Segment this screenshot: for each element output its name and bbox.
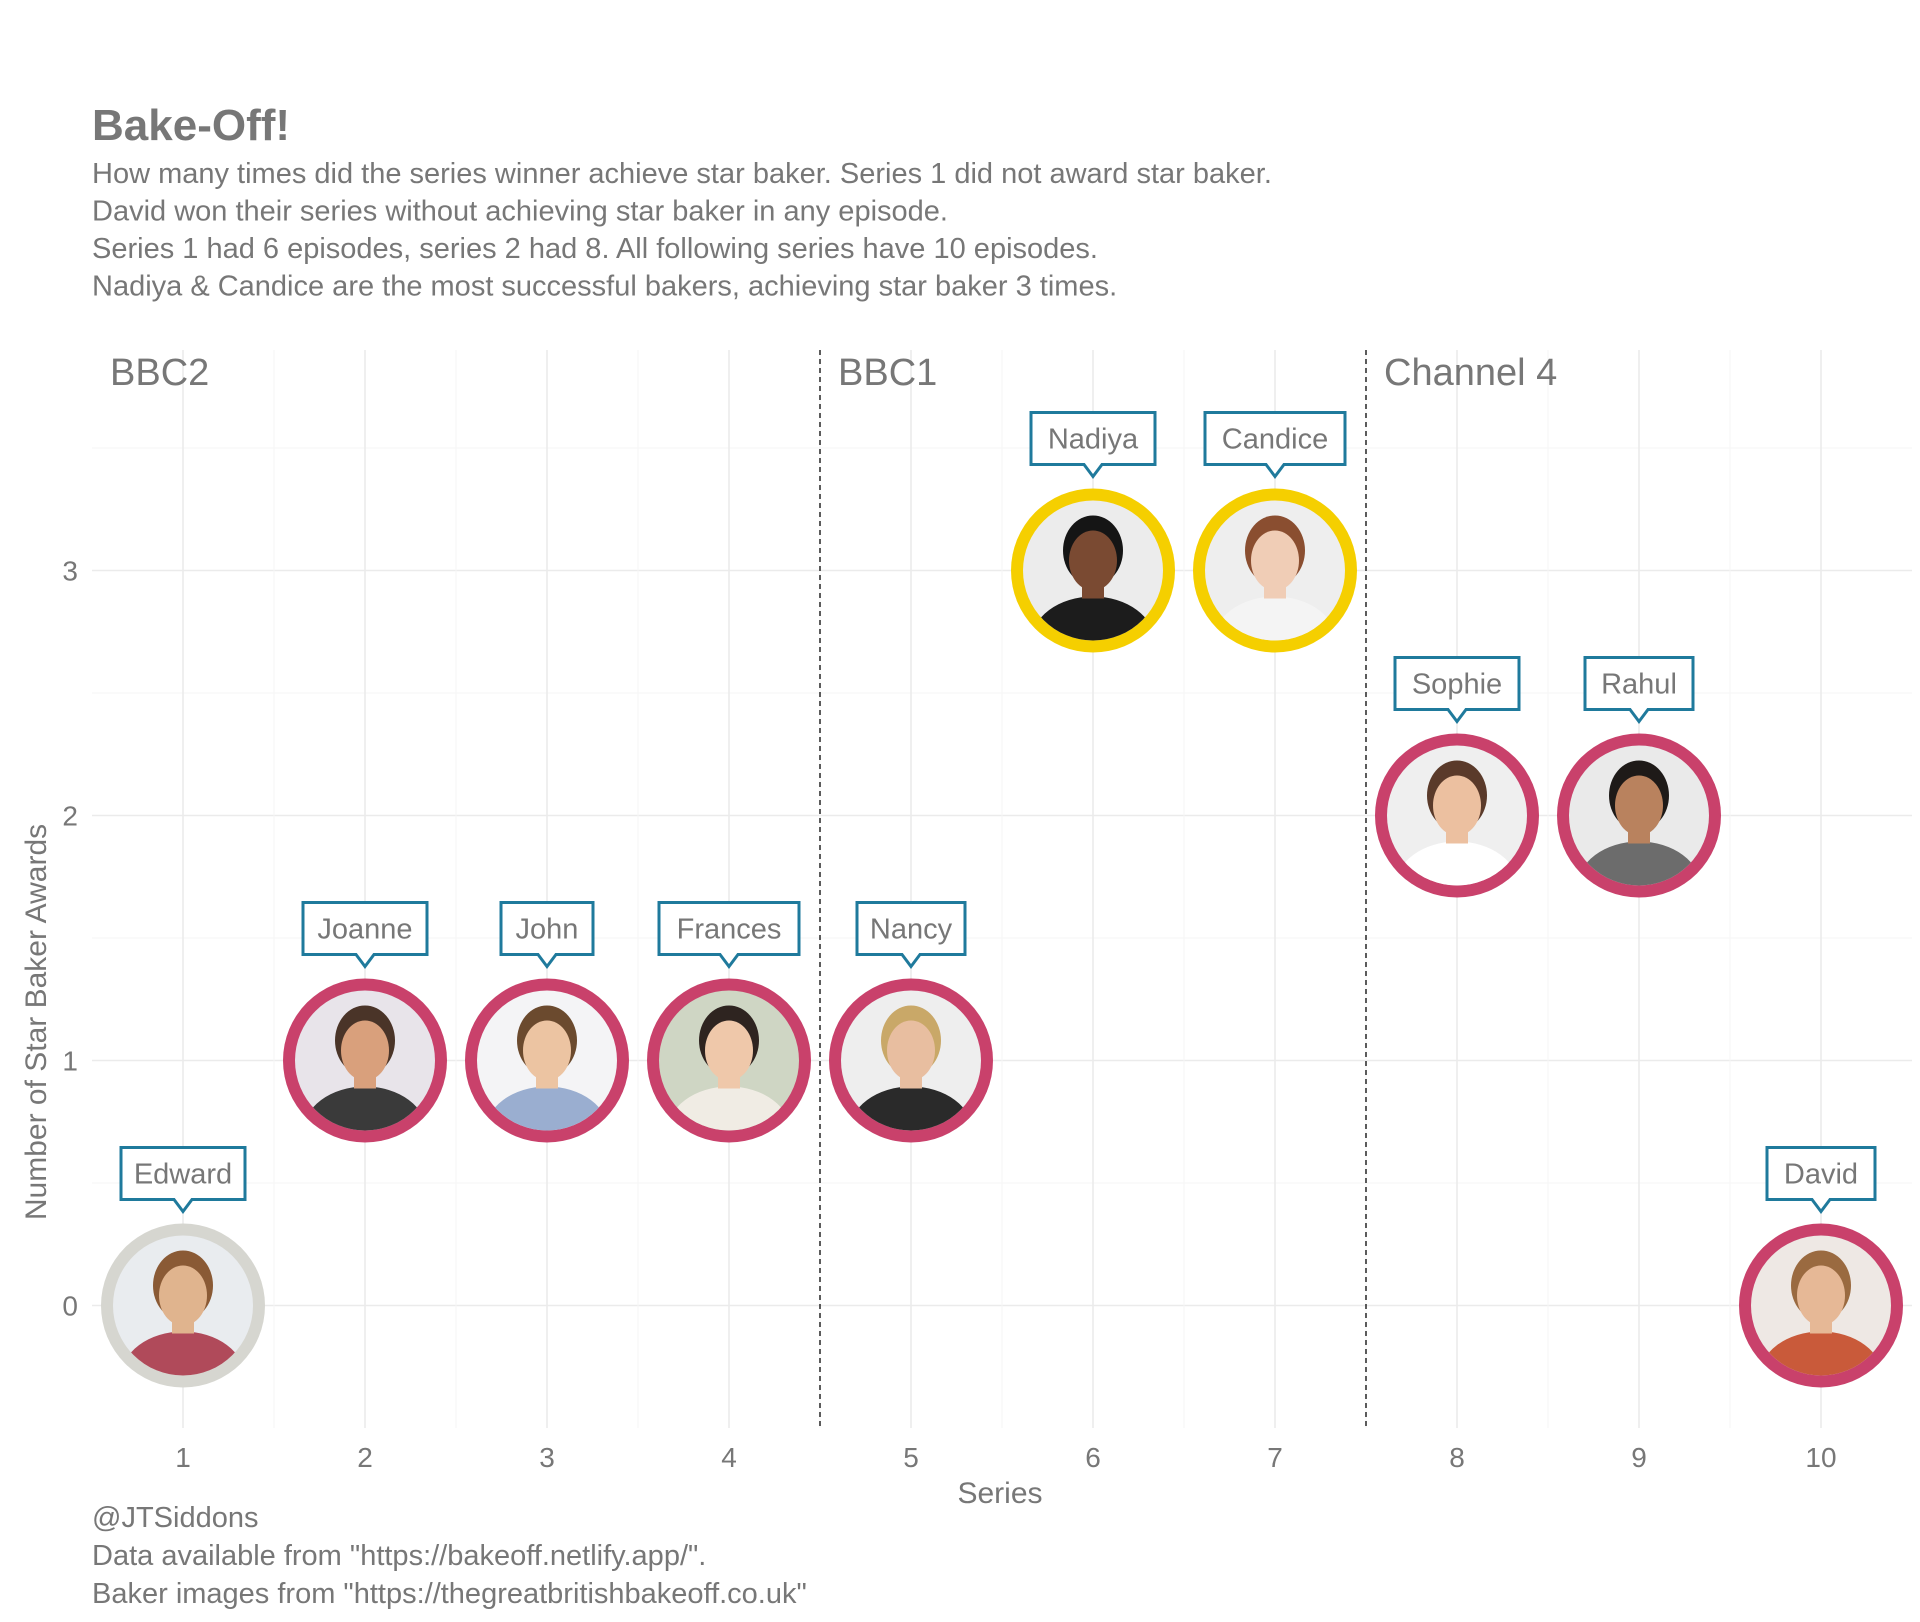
baker-point-nadiya: Nadiya [1011, 411, 1175, 653]
grid-lines [92, 350, 1912, 1428]
x-tick-label: 2 [357, 1442, 373, 1473]
portrait-face [1797, 1265, 1845, 1326]
channel-label: BBC1 [838, 352, 937, 394]
y-tick-label: 2 [62, 801, 78, 832]
x-tick-label: 6 [1085, 1442, 1101, 1473]
y-tick-label: 3 [62, 556, 78, 587]
baker-point-candice: Candice [1193, 411, 1357, 653]
x-tick-label: 8 [1449, 1442, 1465, 1473]
portrait-shoulders [1213, 596, 1337, 641]
baker-portrait [477, 990, 617, 1131]
x-axis-label: Series [957, 1477, 1042, 1510]
chart-subtitle: How many times did the series winner ach… [92, 158, 1272, 303]
portrait-face [1433, 775, 1481, 836]
name-label: Edward [134, 1159, 232, 1191]
name-label-box [1029, 411, 1157, 479]
portrait-shoulders [121, 1331, 245, 1376]
name-label: Rahul [1601, 669, 1677, 701]
name-label-box [301, 901, 429, 969]
name-label-box [1393, 656, 1521, 724]
subtitle-line: Series 1 had 6 episodes, series 2 had 8.… [92, 233, 1098, 265]
channel-label: BBC2 [110, 352, 209, 394]
name-label: David [1784, 1159, 1858, 1191]
portrait-shoulders [1759, 1331, 1883, 1376]
portrait-shoulders [303, 1086, 427, 1131]
channel-label: Channel 4 [1384, 352, 1557, 394]
y-axis-label: Number of Star Baker Awards [20, 824, 53, 1220]
name-label: Sophie [1412, 669, 1502, 701]
portrait-shoulders [485, 1086, 609, 1131]
chart-caption: @JTSiddons Data available from "https://b… [92, 1502, 807, 1610]
x-tick-label: 5 [903, 1442, 919, 1473]
baker-point-sophie: Sophie [1375, 656, 1539, 898]
name-label-box [1583, 656, 1695, 724]
name-label: Nadiya [1048, 424, 1139, 456]
baker-portrait [1205, 500, 1345, 641]
name-label: Frances [677, 914, 782, 946]
portrait-face [887, 1020, 935, 1081]
baker-portrait [841, 990, 981, 1131]
name-label-box [499, 901, 595, 969]
baker-portrait [295, 990, 435, 1131]
y-tick-label: 0 [62, 1291, 78, 1322]
portrait-face [341, 1020, 389, 1081]
portrait-face [523, 1020, 571, 1081]
x-tick-label: 10 [1805, 1442, 1836, 1473]
x-tick-label: 1 [175, 1442, 191, 1473]
name-label-box [119, 1146, 247, 1214]
name-label-box [1765, 1146, 1877, 1214]
portrait-face [159, 1265, 207, 1326]
portrait-shoulders [1395, 841, 1519, 886]
name-label: Nancy [870, 914, 953, 946]
portrait-shoulders [849, 1086, 973, 1131]
baker-portrait [1751, 1235, 1891, 1376]
x-tick-label: 9 [1631, 1442, 1647, 1473]
x-tick-label: 7 [1267, 1442, 1283, 1473]
baker-point-nancy: Nancy [829, 901, 993, 1143]
baker-portrait [659, 990, 799, 1131]
subtitle-line: Nadiya & Candice are the most successful… [92, 271, 1117, 303]
baker-point-edward: Edward [101, 1146, 265, 1388]
baker-point-frances: Frances [647, 901, 811, 1143]
name-label: John [516, 914, 579, 946]
name-label-box [855, 901, 967, 969]
baker-point-john: John [465, 901, 629, 1143]
x-tick-label: 3 [539, 1442, 555, 1473]
x-tick-label: 4 [721, 1442, 737, 1473]
subtitle-line: How many times did the series winner ach… [92, 158, 1272, 190]
baker-portrait [1569, 745, 1709, 886]
caption-line: Data available from "https://bakeoff.net… [92, 1540, 706, 1572]
baker-point-rahul: Rahul [1557, 656, 1721, 898]
x-axis-ticks: 1 2 3 4 5 6 7 8 9 10 [175, 1442, 1836, 1473]
portrait-shoulders [667, 1086, 791, 1131]
y-tick-label: 1 [62, 1046, 78, 1077]
baker-portrait [1387, 745, 1527, 886]
name-label-box [657, 901, 801, 969]
name-label-box [1203, 411, 1347, 479]
chart-title: Bake-Off! [92, 101, 290, 150]
name-label: Candice [1222, 424, 1328, 456]
portrait-shoulders [1577, 841, 1701, 886]
baker-portrait [1023, 500, 1163, 641]
baker-point-joanne: Joanne [283, 901, 447, 1143]
name-label: Joanne [317, 914, 412, 946]
y-axis-ticks: 0 1 2 3 [62, 556, 78, 1322]
caption-line: @JTSiddons [92, 1502, 258, 1534]
channel-labels: BBC2 BBC1 Channel 4 [110, 352, 1557, 394]
baker-points: Edward Joanne John Frances Nancy Nadiya Candic… [101, 411, 1903, 1388]
baker-point-david: David [1739, 1146, 1903, 1388]
portrait-face [705, 1020, 753, 1081]
subtitle-line: David won their series without achieving… [92, 196, 948, 228]
portrait-face [1251, 530, 1299, 591]
portrait-face [1069, 530, 1117, 591]
portrait-shoulders [1031, 596, 1155, 641]
baker-portrait [113, 1235, 253, 1376]
caption-line: Baker images from "https://thegreatbriti… [92, 1578, 807, 1610]
portrait-face [1615, 775, 1663, 836]
